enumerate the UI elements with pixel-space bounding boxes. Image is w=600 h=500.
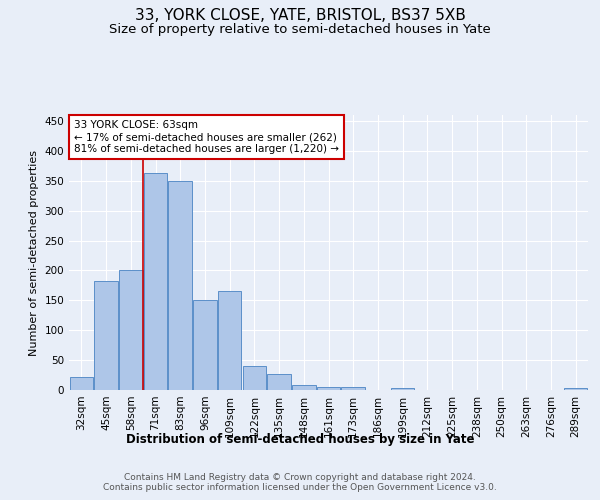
- Bar: [169, 181, 192, 390]
- Bar: [341, 387, 365, 390]
- Bar: [218, 292, 241, 390]
- Bar: [94, 280, 118, 390]
- Bar: [391, 388, 415, 390]
- Bar: [242, 366, 266, 390]
- Bar: [119, 270, 143, 390]
- Bar: [144, 173, 167, 390]
- Text: Contains HM Land Registry data © Crown copyright and database right 2024.
Contai: Contains HM Land Registry data © Crown c…: [103, 472, 497, 492]
- Bar: [317, 387, 340, 390]
- Text: Distribution of semi-detached houses by size in Yate: Distribution of semi-detached houses by …: [126, 432, 474, 446]
- Bar: [70, 377, 93, 390]
- Bar: [564, 388, 587, 390]
- Bar: [292, 385, 316, 390]
- Text: 33, YORK CLOSE, YATE, BRISTOL, BS37 5XB: 33, YORK CLOSE, YATE, BRISTOL, BS37 5XB: [134, 8, 466, 22]
- Y-axis label: Number of semi-detached properties: Number of semi-detached properties: [29, 150, 39, 356]
- Text: 33 YORK CLOSE: 63sqm
← 17% of semi-detached houses are smaller (262)
81% of semi: 33 YORK CLOSE: 63sqm ← 17% of semi-detac…: [74, 120, 339, 154]
- Text: Size of property relative to semi-detached houses in Yate: Size of property relative to semi-detach…: [109, 22, 491, 36]
- Bar: [268, 374, 291, 390]
- Bar: [193, 300, 217, 390]
